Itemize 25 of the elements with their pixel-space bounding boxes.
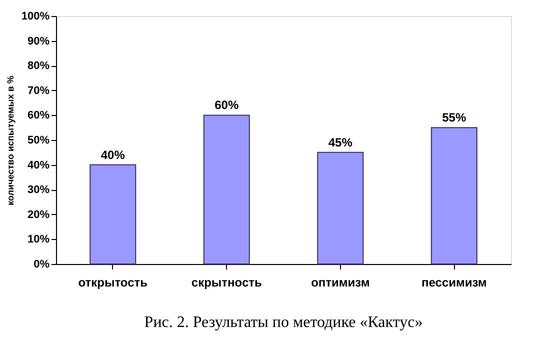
bar bbox=[90, 164, 136, 264]
text: Рис. 2. Результаты по методике «Кактус» bbox=[144, 314, 423, 331]
y-tick-label: 10% bbox=[27, 234, 50, 246]
y-axis-title: количество испытуемых в % bbox=[5, 76, 16, 206]
x-tick-label: открытость bbox=[78, 276, 148, 290]
y-tick-label: 80% bbox=[27, 60, 50, 72]
data-label: 60% bbox=[214, 98, 239, 112]
data-label: 40% bbox=[100, 148, 126, 162]
y-tick-label: 20% bbox=[27, 208, 50, 221]
x-tick-label: пессимизм bbox=[421, 276, 487, 290]
y-tick-label: 30% bbox=[27, 184, 50, 196]
y-tick-label: 100% bbox=[21, 10, 50, 22]
y-tick-label: 90% bbox=[27, 35, 50, 48]
y-tick-label: 50% bbox=[27, 134, 50, 146]
data-label: 55% bbox=[442, 110, 466, 125]
y-tick-label: 60% bbox=[27, 110, 50, 122]
y-tick-label: 70% bbox=[27, 84, 50, 97]
x-tick-label: оптимизм bbox=[311, 276, 370, 290]
bar bbox=[430, 127, 478, 264]
y-tick-label: 40% bbox=[27, 159, 50, 172]
y-tick-label: 0% bbox=[34, 258, 50, 270]
data-label: 45% bbox=[328, 135, 353, 150]
bar bbox=[317, 152, 364, 264]
bar bbox=[203, 114, 250, 264]
x-tick-label: скрытность bbox=[191, 276, 262, 290]
